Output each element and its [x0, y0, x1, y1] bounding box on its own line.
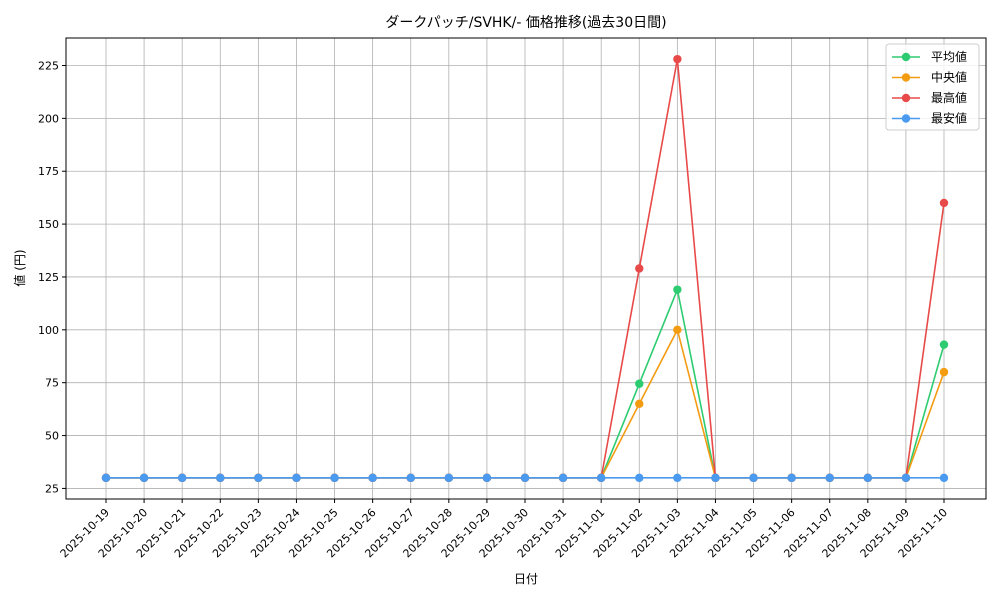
plot-area-frame: [65, 37, 987, 500]
data-point: [901, 473, 911, 483]
data-point: [635, 473, 644, 483]
y-tick-label: 100: [38, 324, 59, 337]
y-tick-label: 25: [45, 482, 59, 495]
data-point: [139, 473, 149, 483]
legend-box: [885, 43, 980, 131]
data-point: [939, 473, 949, 483]
series-layer: [101, 54, 949, 483]
y-tick-label: 75: [45, 377, 59, 390]
data-point: [292, 473, 301, 483]
data-point: [673, 473, 682, 483]
legend-marker: [901, 73, 911, 82]
data-point: [939, 340, 949, 349]
data-point: [635, 264, 644, 273]
data-point: [406, 473, 415, 483]
y-tick-label: 125: [38, 271, 59, 284]
data-point: [749, 473, 758, 483]
data-point: [216, 473, 225, 483]
y-tick-label: 50: [45, 430, 59, 443]
data-point: [939, 198, 949, 208]
data-point: [673, 54, 682, 64]
data-point: [368, 473, 377, 483]
data-point: [635, 399, 644, 409]
data-point: [863, 473, 873, 483]
chart-title: ダークパッチ/SVHK/- 価格推移(過去30日間): [385, 15, 666, 31]
y-axis-title: 値 (円): [12, 249, 27, 286]
data-point: [596, 473, 606, 483]
grid-lines: [66, 38, 986, 499]
data-point: [673, 325, 682, 335]
data-point: [711, 473, 720, 483]
legend-label: 最高値: [931, 90, 967, 105]
data-point: [101, 473, 111, 483]
legend-marker: [901, 114, 911, 123]
legend-label: 中央値: [931, 70, 967, 85]
legend-marker: [901, 93, 911, 103]
y-tick-label: 225: [38, 59, 59, 72]
data-point: [330, 473, 339, 483]
y-tick-label: 200: [38, 112, 59, 125]
data-point: [254, 473, 263, 483]
data-point: [558, 473, 568, 483]
data-point: [177, 473, 187, 483]
legend-label: 平均値: [931, 49, 967, 64]
legend-label: 最安値: [931, 111, 967, 126]
data-point: [520, 473, 530, 483]
data-point: [444, 473, 454, 483]
x-axis-title: 日付: [514, 572, 538, 586]
y-tick-label: 175: [38, 165, 59, 178]
legend-marker: [901, 52, 911, 62]
data-point: [482, 473, 492, 483]
data-point: [673, 285, 682, 294]
y-tick-label: 150: [38, 218, 59, 231]
data-point: [635, 379, 644, 388]
data-point: [939, 367, 949, 377]
data-point: [787, 473, 796, 483]
data-point: [825, 473, 834, 483]
